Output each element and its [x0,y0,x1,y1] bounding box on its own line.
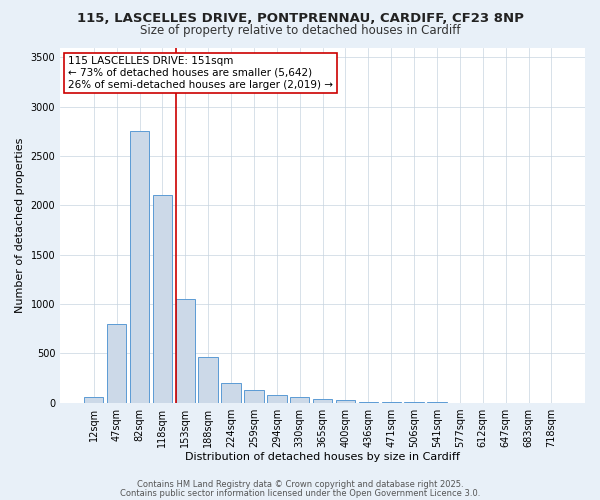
Bar [267,394,287,402]
Bar [290,396,310,402]
Text: 115 LASCELLES DRIVE: 151sqm
← 73% of detached houses are smaller (5,642)
26% of : 115 LASCELLES DRIVE: 151sqm ← 73% of det… [68,56,333,90]
Bar [336,400,355,402]
Bar [84,397,103,402]
Text: 115, LASCELLES DRIVE, PONTPRENNAU, CARDIFF, CF23 8NP: 115, LASCELLES DRIVE, PONTPRENNAU, CARDI… [77,12,523,26]
Bar [130,132,149,402]
Text: Contains public sector information licensed under the Open Government Licence 3.: Contains public sector information licen… [120,488,480,498]
X-axis label: Distribution of detached houses by size in Cardiff: Distribution of detached houses by size … [185,452,460,462]
Text: Size of property relative to detached houses in Cardiff: Size of property relative to detached ho… [140,24,460,37]
Bar [107,324,127,402]
Bar [152,196,172,402]
Bar [313,398,332,402]
Bar [199,357,218,403]
Bar [221,383,241,402]
Text: Contains HM Land Registry data © Crown copyright and database right 2025.: Contains HM Land Registry data © Crown c… [137,480,463,489]
Y-axis label: Number of detached properties: Number of detached properties [15,138,25,312]
Bar [244,390,263,402]
Bar [176,299,195,403]
